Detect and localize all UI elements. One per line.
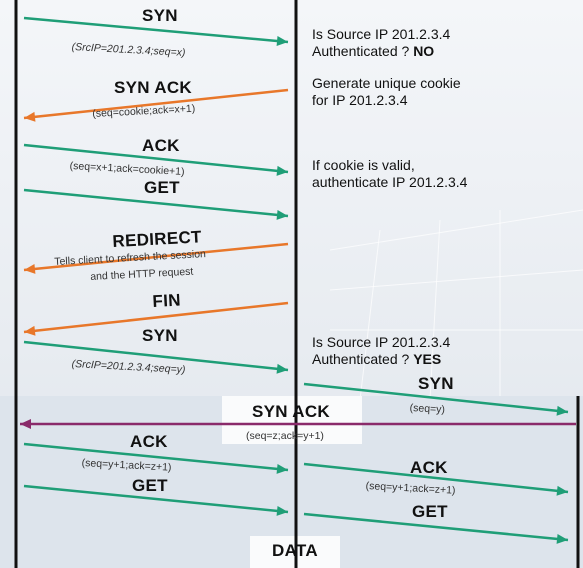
msg-syn-2-label: SYN: [142, 326, 178, 345]
arrow-fin-line: [23, 301, 289, 334]
note-cookie-valid: If cookie is valid, authenticate IP 201.…: [312, 157, 467, 191]
arrow-syn-2: [23, 340, 289, 374]
arrow-get-3-line: [303, 512, 569, 542]
arrow-get-2-head: [276, 505, 288, 516]
note-auth-result-no: NO: [413, 43, 435, 59]
arrow-redirect-head: [24, 263, 36, 274]
arrow-ack-3-head: [556, 485, 568, 496]
arrow-syn-3-line: [303, 382, 569, 414]
arrow-get-1-line: [23, 188, 289, 218]
arrow-get-1-head: [276, 209, 288, 220]
note-generate-cookie: Generate unique cookie for IP 201.2.3.4: [312, 75, 461, 109]
msg-ack-1-label: ACK: [142, 136, 180, 155]
data-label: DATA: [272, 541, 318, 560]
arrow-get-2: [23, 484, 289, 516]
arrow-ack-3-line: [303, 462, 569, 494]
arrow-syn-3-head: [556, 405, 568, 416]
note-generate-cookie-line1: Generate unique cookie: [312, 75, 461, 91]
arrow-redirect: [23, 242, 289, 274]
msg-syn-1-label: SYN: [142, 6, 178, 25]
arrow-syn-1-line: [23, 16, 289, 44]
msg-get-3-label: GET: [412, 502, 448, 521]
message-arrows: [20, 16, 576, 544]
note-auth-check-no-line2: Authenticated ? NO: [312, 43, 450, 60]
arrow-ack-1-line: [23, 143, 289, 174]
msg-syn-3-label: SYN: [418, 374, 454, 393]
background-grid: [329, 209, 583, 401]
arrow-fin-head: [24, 325, 36, 336]
msg-fin-label: FIN: [152, 290, 182, 311]
arrow-get-3: [303, 512, 569, 544]
arrow-syn-ack-1: [23, 88, 289, 122]
note-auth-check-yes-line2: Authenticated ? YES: [312, 351, 450, 368]
msg-ack-2-label: ACK: [130, 432, 168, 451]
arrow-ack-2-head: [276, 463, 288, 474]
note-auth-result-yes: YES: [413, 351, 442, 367]
arrow-syn-1-head: [276, 36, 288, 46]
syn-ack-label-backdrop: [222, 396, 362, 444]
arrow-syn-ack-2: [20, 419, 576, 429]
note-cookie-valid-line1: If cookie is valid,: [312, 157, 415, 173]
msg-ack-3-label: ACK: [410, 458, 448, 477]
arrow-get-1: [23, 188, 289, 220]
arrow-get-2-line: [23, 484, 289, 514]
arrow-syn-2-line: [23, 340, 289, 372]
arrow-ack-2-line: [23, 442, 289, 472]
msg-syn-ack-2-label: SYN ACK: [252, 402, 330, 421]
arrow-syn-1: [23, 16, 289, 46]
arrow-syn-ack-2-head: [20, 419, 31, 429]
arrow-ack-1: [23, 143, 289, 176]
msg-syn-3-detail: (seq=y): [409, 402, 446, 416]
arrow-syn-ack-1-line: [23, 88, 289, 120]
note-auth-check-yes: Is Source IP 201.2.3.4 Authenticated ? Y…: [312, 334, 450, 368]
note-auth-check-yes-line1: Is Source IP 201.2.3.4: [312, 334, 451, 350]
msg-get-2-label: GET: [132, 476, 168, 495]
arrow-get-3-head: [556, 533, 568, 544]
arrow-ack-1-head: [276, 165, 288, 176]
note-auth-check-no-text: Authenticated ?: [312, 43, 414, 59]
note-auth-check-no-line1: Is Source IP 201.2.3.4: [312, 26, 451, 42]
arrow-ack-2: [23, 442, 289, 474]
msg-syn-ack-1-label: SYN ACK: [114, 78, 192, 97]
note-cookie-valid-line2: authenticate IP 201.2.3.4: [312, 174, 468, 190]
arrow-syn-ack-1-head: [24, 111, 36, 122]
note-auth-check-yes-text: Authenticated ?: [312, 351, 414, 367]
arrow-fin: [23, 301, 289, 336]
msg-get-1-label: GET: [144, 178, 180, 197]
note-generate-cookie-line2: for IP 201.2.3.4: [312, 92, 408, 108]
arrow-ack-3: [303, 462, 569, 496]
arrow-syn-3: [303, 382, 569, 416]
note-auth-check-no: Is Source IP 201.2.3.4 Authenticated ? N…: [312, 26, 450, 60]
arrow-redirect-line: [23, 242, 289, 272]
msg-syn-ack-2-detail: (seq=z;ack=y+1): [246, 430, 324, 442]
arrow-syn-2-head: [276, 363, 288, 374]
